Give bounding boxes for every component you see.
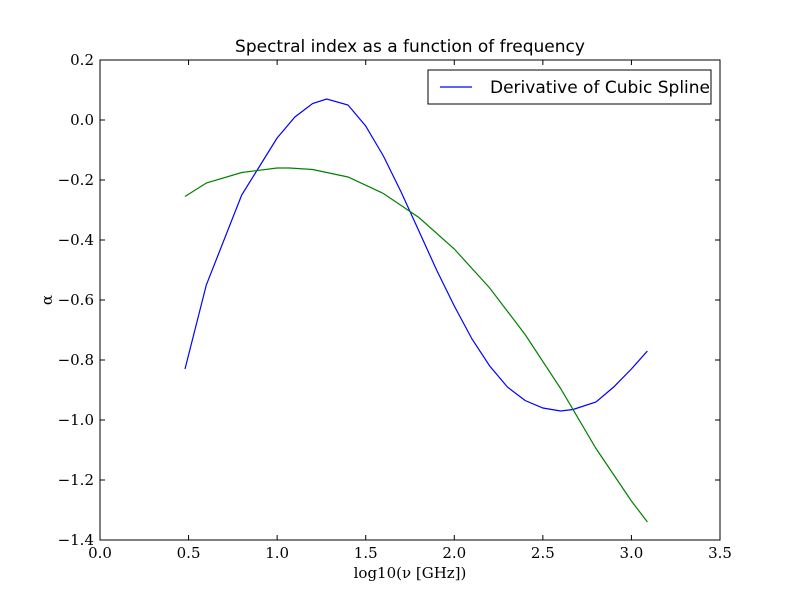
plot-background [100, 60, 720, 540]
x-tick-label: 1.0 [265, 544, 289, 562]
chart-title: Spectral index as a function of frequenc… [235, 37, 585, 57]
legend-entry-derivative: Derivative of Cubic Spline [490, 78, 710, 98]
series-line-2 [184, 167, 648, 523]
x-tick-label: 2.5 [531, 544, 555, 562]
y-tick-label: −1.0 [58, 411, 94, 429]
y-tick-label: 0.2 [70, 51, 94, 69]
x-tick-label: 0.0 [88, 544, 112, 562]
x-tick-label: 1.5 [354, 544, 378, 562]
y-tick-label: −0.2 [58, 171, 94, 189]
legend: Derivative of Cubic Spline [427, 69, 712, 105]
series-layer [184, 98, 648, 523]
x-tick-label: 2.0 [442, 544, 466, 562]
y-axis-label: α [38, 295, 56, 305]
y-tick-label: −0.8 [58, 351, 94, 369]
x-tick-label: 3.5 [708, 544, 732, 562]
x-tick-label: 0.5 [177, 544, 201, 562]
tick-layer: 0.0 0.5 1.0 1.5 2.0 2.5 3.0 3.5 0.2 0.0 −0.2 −0.4 −0… [58, 51, 732, 562]
x-tick-label: 3.0 [619, 544, 643, 562]
y-tick-label: −0.6 [58, 291, 94, 309]
x-axis-label: log10(ν [GHz]) [354, 564, 467, 582]
y-tick-label: −1.2 [58, 471, 94, 489]
y-tick-label: 0.0 [70, 111, 94, 129]
y-tick-label: −1.4 [58, 531, 94, 549]
legend-box [427, 69, 712, 105]
y-tick-label: −0.4 [58, 231, 94, 249]
